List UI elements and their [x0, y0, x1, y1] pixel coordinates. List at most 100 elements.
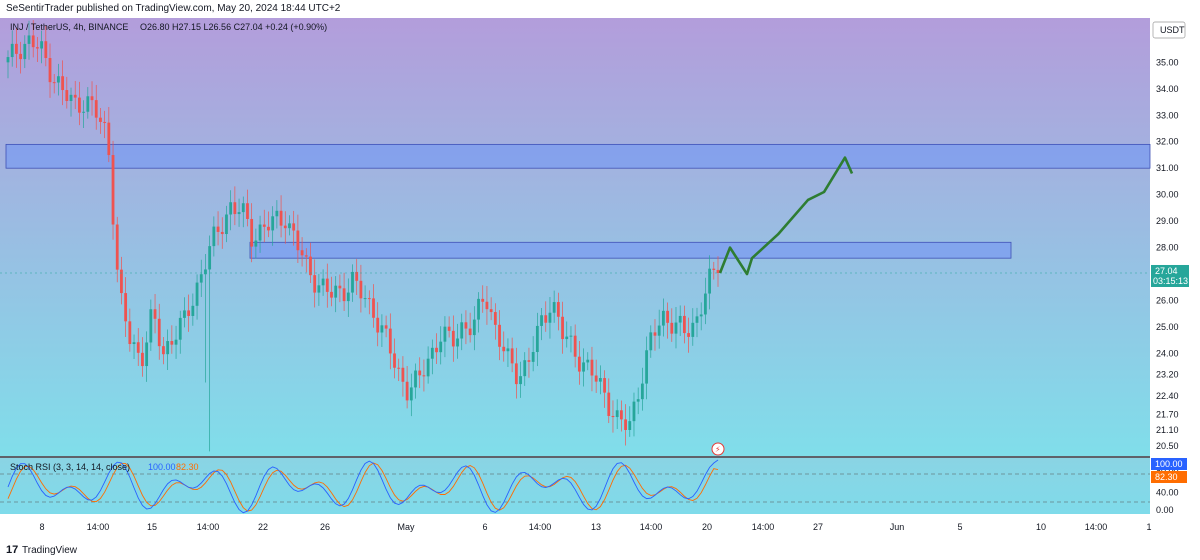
candle-body [607, 392, 611, 416]
candle-body [464, 322, 468, 329]
candle-body [300, 250, 304, 256]
candle-body [598, 378, 602, 382]
ohlc-legend: O26.80 H27.15 L26.56 C27.04 +0.24 (+0.90… [140, 22, 327, 32]
candle-body [6, 57, 10, 63]
candle-body [174, 339, 178, 345]
candle-body [10, 43, 14, 58]
x-tick-label: 14:00 [87, 522, 110, 532]
candle-body [498, 324, 501, 347]
candle-body [418, 370, 422, 376]
y-tick-label: 30.00 [1156, 190, 1179, 200]
candle-body [82, 111, 86, 113]
y-tick-label: 33.00 [1156, 110, 1179, 120]
candle-body [401, 367, 405, 382]
candle-body [632, 401, 636, 422]
candle-body [565, 336, 569, 340]
candle-body [502, 346, 506, 352]
osc-d-label [1151, 471, 1187, 483]
candle-body [267, 226, 270, 231]
candle-body [523, 360, 527, 377]
x-tick-label: 1 [1146, 522, 1151, 532]
candle-body [489, 309, 493, 313]
osc-d-line [7, 462, 719, 512]
candle-body [414, 370, 417, 388]
y-tick-label: 28.00 [1156, 243, 1179, 253]
candle-body [363, 298, 367, 300]
candle-body [262, 224, 266, 227]
y-tick-label: 23.20 [1156, 370, 1179, 380]
candle-body [195, 282, 199, 306]
x-tick-label: 5 [957, 522, 962, 532]
candle-body [582, 362, 585, 372]
candle-body [15, 43, 18, 54]
currency-badge[interactable] [1152, 21, 1186, 39]
candle-body [674, 322, 678, 334]
candle-body [115, 224, 119, 270]
candle-body [594, 375, 598, 382]
candle-body [397, 367, 401, 369]
y-tick-label: 21.70 [1156, 409, 1179, 419]
candle-body [586, 359, 590, 363]
x-tick-label: 14:00 [1085, 522, 1108, 532]
currency-badge-label: USDT [1160, 25, 1185, 35]
candle-body [283, 225, 287, 229]
candle-body [153, 309, 157, 319]
candle-body [225, 214, 228, 235]
time-axis[interactable] [0, 514, 1200, 542]
candle-body [695, 316, 699, 323]
candle-body [573, 335, 577, 357]
lightning-icon[interactable] [711, 442, 725, 456]
candle-body [86, 96, 90, 112]
x-tick-label: 20 [702, 522, 712, 532]
x-tick-label: 10 [1036, 522, 1046, 532]
candle-body [430, 347, 434, 359]
candle-body [334, 285, 338, 298]
candle-body [90, 96, 94, 101]
candle-body [237, 212, 241, 215]
osc-k-value: 100.00 [148, 462, 176, 472]
candle-body [628, 421, 632, 430]
candle-body [477, 298, 480, 320]
chart-area[interactable]: 35.00 34.00 33.00 32.00 31.00 30.00 29.00 28.00… [0, 18, 1200, 542]
candle-body [384, 325, 388, 329]
candle-body [208, 246, 212, 270]
candle-body [670, 322, 674, 334]
candle-body [569, 335, 573, 337]
candle-body [128, 321, 132, 345]
candle-body [149, 309, 153, 343]
candle-body [708, 268, 711, 294]
x-tick-label: 14:00 [640, 522, 663, 532]
candle-body [52, 82, 56, 84]
osc-pane-bg [0, 458, 1150, 514]
projection-arrow [718, 156, 854, 276]
candle-body [640, 383, 644, 400]
candle-body [309, 256, 312, 276]
candle-body [703, 293, 707, 315]
candle-body [246, 203, 249, 219]
candle-body [649, 332, 653, 351]
candle-body [531, 352, 535, 362]
candle-body [313, 275, 317, 293]
candle-body [451, 330, 455, 347]
candle-body [317, 285, 321, 293]
chart-svg[interactable]: 35.00 34.00 33.00 32.00 31.00 30.00 29.00 28.00… [0, 18, 1200, 542]
osc-y-ticks: 80.00 40.00 0.00 [1156, 466, 1179, 515]
candle-body [204, 269, 207, 275]
candle-body [250, 218, 254, 247]
candle-body [636, 399, 640, 402]
candle-body [682, 315, 686, 334]
candle-body [271, 216, 275, 231]
y-tick-label: 24.00 [1156, 348, 1179, 358]
projection-layer [718, 156, 854, 276]
candle-body [229, 202, 233, 215]
candle-body [27, 35, 31, 44]
current-price-value: 27.04 [1155, 266, 1178, 276]
candle-body [561, 316, 564, 340]
x-tick-label: 27 [813, 522, 823, 532]
y-tick-label: 32.00 [1156, 137, 1179, 147]
candle-body [304, 255, 308, 257]
candle-body [422, 375, 426, 377]
osc-d-value: 82.30 [176, 462, 199, 472]
candle-body [481, 298, 485, 302]
y-tick-label: 22.40 [1156, 391, 1179, 401]
